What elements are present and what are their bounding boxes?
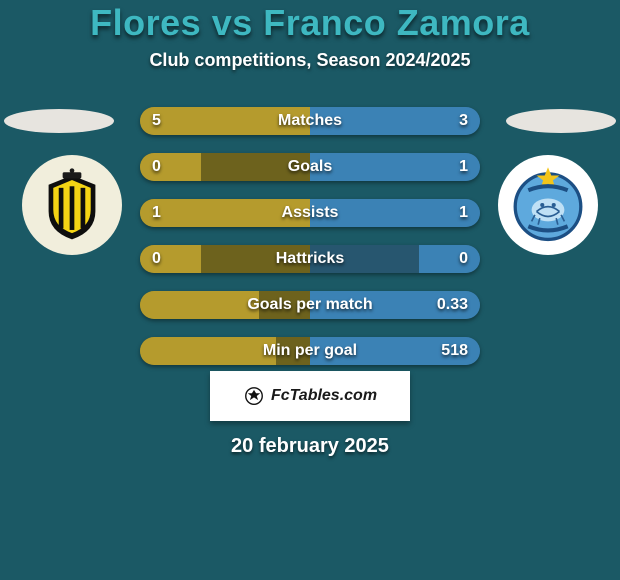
left-club-logo bbox=[22, 155, 122, 255]
right-ellipse bbox=[506, 109, 616, 133]
stat-bar: Min per goal518 bbox=[140, 337, 480, 365]
cd-victoria-crest-icon bbox=[507, 164, 589, 246]
brand-box[interactable]: FcTables.com bbox=[210, 371, 410, 421]
stat-value-right: 1 bbox=[459, 153, 468, 181]
left-ellipse bbox=[4, 109, 114, 133]
stat-value-left: 0 bbox=[152, 153, 161, 181]
brand-text: FcTables.com bbox=[271, 387, 377, 405]
stat-label: Assists bbox=[140, 199, 480, 227]
stat-value-right: 0.33 bbox=[437, 291, 468, 319]
stat-bar: Goals per match0.33 bbox=[140, 291, 480, 319]
comparison-card: Flores vs Franco Zamora Club competition… bbox=[0, 0, 620, 580]
stat-bar: Hattricks0 0 bbox=[140, 245, 480, 273]
date-text: 20 february 2025 bbox=[0, 435, 620, 458]
stat-value-right: 0 bbox=[459, 245, 468, 273]
page-title: Flores vs Franco Zamora bbox=[0, 2, 620, 44]
fctables-logo-icon bbox=[243, 385, 265, 407]
stat-label: Goals per match bbox=[140, 291, 480, 319]
stat-label: Matches bbox=[140, 107, 480, 135]
stat-value-right: 3 bbox=[459, 107, 468, 135]
stat-bar: Assists1 1 bbox=[140, 199, 480, 227]
stat-value-left: 0 bbox=[152, 245, 161, 273]
stat-bar: Goals0 1 bbox=[140, 153, 480, 181]
subtitle: Club competitions, Season 2024/2025 bbox=[0, 50, 620, 71]
stat-label: Goals bbox=[140, 153, 480, 181]
stat-bars: Matches53Goals01Assists11Hattricks00Goal… bbox=[140, 107, 480, 365]
stat-value-right: 1 bbox=[459, 199, 468, 227]
stat-value-right: 518 bbox=[441, 337, 468, 365]
stat-label: Hattricks bbox=[140, 245, 480, 273]
stat-value-left: 1 bbox=[152, 199, 161, 227]
stat-bar: Matches5 3 bbox=[140, 107, 480, 135]
real-espana-crest-icon bbox=[33, 166, 111, 244]
right-club-logo bbox=[498, 155, 598, 255]
stat-value-left: 5 bbox=[152, 107, 161, 135]
stat-label: Min per goal bbox=[140, 337, 480, 365]
